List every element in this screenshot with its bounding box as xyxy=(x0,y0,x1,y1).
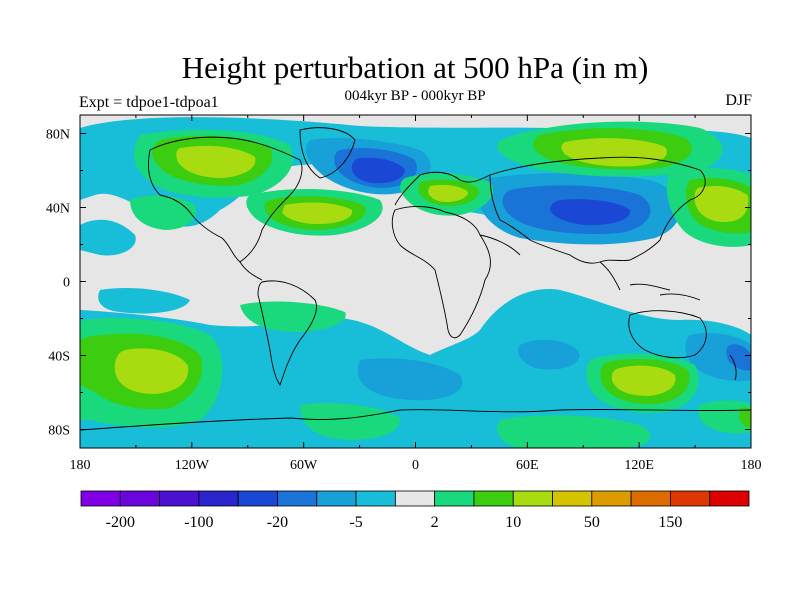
shaded-region xyxy=(357,358,463,401)
colorbar-label: 10 xyxy=(505,514,521,531)
colorbar-label: 150 xyxy=(658,514,682,531)
x-tick-label: 120W xyxy=(175,458,210,473)
colorbar-swatch xyxy=(591,490,632,507)
y-tick-label: 80N xyxy=(46,128,70,143)
shaded-region xyxy=(726,344,751,371)
coastline-antarctica xyxy=(80,408,751,431)
shaded-region xyxy=(694,185,749,222)
shaded-region xyxy=(611,365,676,396)
x-tick-label: 180 xyxy=(741,458,762,473)
colorbar-swatch xyxy=(80,490,121,507)
chart-title: Height perturbation at 500 hPa (in m) xyxy=(181,50,649,85)
coastline-new-zealand xyxy=(729,354,737,381)
shaded-region xyxy=(550,199,631,226)
colorbar-swatch xyxy=(355,490,396,507)
colorbar-swatch xyxy=(198,490,239,507)
y-tick-label: 40N xyxy=(46,202,70,217)
colorbar-swatch xyxy=(237,490,278,507)
colorbar-swatch xyxy=(552,490,593,507)
coastline-southeast-asia xyxy=(599,261,621,291)
axis-tick-labels: 180 120W 60W 0 60E 120E 180 80N 40N 0 40S 80S xyxy=(46,128,762,474)
coastline-australia xyxy=(628,310,707,359)
colorbar-swatch xyxy=(473,490,514,507)
y-tick-label: 0 xyxy=(63,276,70,291)
shaded-region xyxy=(98,288,190,314)
colorbar-label: -5 xyxy=(349,514,362,531)
shaded-region xyxy=(282,202,353,224)
coastlines xyxy=(80,127,751,431)
colorbar-swatch xyxy=(709,490,750,507)
colorbar-swatch xyxy=(277,490,318,507)
colorbar-label: 50 xyxy=(584,514,600,531)
colorbar xyxy=(80,490,750,507)
season-label: DJF xyxy=(725,92,752,109)
x-tick-label: 120E xyxy=(624,458,654,473)
shaded-region xyxy=(697,400,751,434)
colorbar-label: -100 xyxy=(184,514,213,531)
colorbar-labels: -200 -100 -20 -5 2 10 50 150 xyxy=(106,514,683,531)
shaded-region xyxy=(428,184,468,202)
coastline-arabia xyxy=(479,234,521,256)
x-tick-label: 0 xyxy=(412,458,419,473)
colorbar-swatch xyxy=(512,490,553,507)
x-tick-label: 60E xyxy=(516,458,539,473)
shaded-region xyxy=(114,348,189,394)
shaded-region xyxy=(130,195,196,230)
colorbar-swatch xyxy=(119,490,160,507)
coastline-africa-europe xyxy=(391,206,491,339)
colorbar-swatch xyxy=(316,490,357,507)
shaded-region xyxy=(300,403,401,440)
x-tick-label: 60W xyxy=(290,458,318,473)
shaded-region xyxy=(80,219,136,256)
shaded-region xyxy=(176,145,256,178)
x-tick-label: 180 xyxy=(70,458,91,473)
map-plot-area xyxy=(80,115,751,448)
contour-level-pos20 xyxy=(114,138,749,396)
colorbar-swatch xyxy=(670,490,711,507)
colorbar-swatch xyxy=(434,490,475,507)
height-perturbation-field xyxy=(80,117,751,448)
colorbar-label: -200 xyxy=(106,514,135,531)
colorbar-swatch xyxy=(159,490,200,507)
contour-level-neg100-core xyxy=(351,157,631,226)
colorbar-label: -20 xyxy=(267,514,288,531)
shaded-region xyxy=(351,157,405,184)
colorbar-swatch xyxy=(630,490,671,507)
coastline-north-america xyxy=(148,136,303,263)
coastline-greenland xyxy=(299,127,356,179)
chart-subtitle: 004kyr BP - 000kyr BP xyxy=(344,88,486,104)
y-tick-label: 80S xyxy=(48,424,70,439)
shaded-region xyxy=(240,301,346,332)
colorbar-swatch xyxy=(394,490,436,507)
coastline-europe xyxy=(394,171,491,206)
colorbar-label: 2 xyxy=(431,514,439,531)
coastline-maritime-continent xyxy=(629,283,701,301)
shaded-region xyxy=(496,415,651,448)
coastline-central-america xyxy=(239,261,263,281)
shaded-region xyxy=(739,407,751,428)
experiment-label: Expt = tdpoe1-tdpoa1 xyxy=(79,94,219,111)
y-tick-label: 40S xyxy=(48,350,70,365)
coastline-asia xyxy=(489,156,706,264)
axis-ticks xyxy=(79,115,752,448)
shaded-region xyxy=(518,339,580,370)
coastline-south-america xyxy=(257,280,317,386)
shaded-region xyxy=(561,138,667,167)
